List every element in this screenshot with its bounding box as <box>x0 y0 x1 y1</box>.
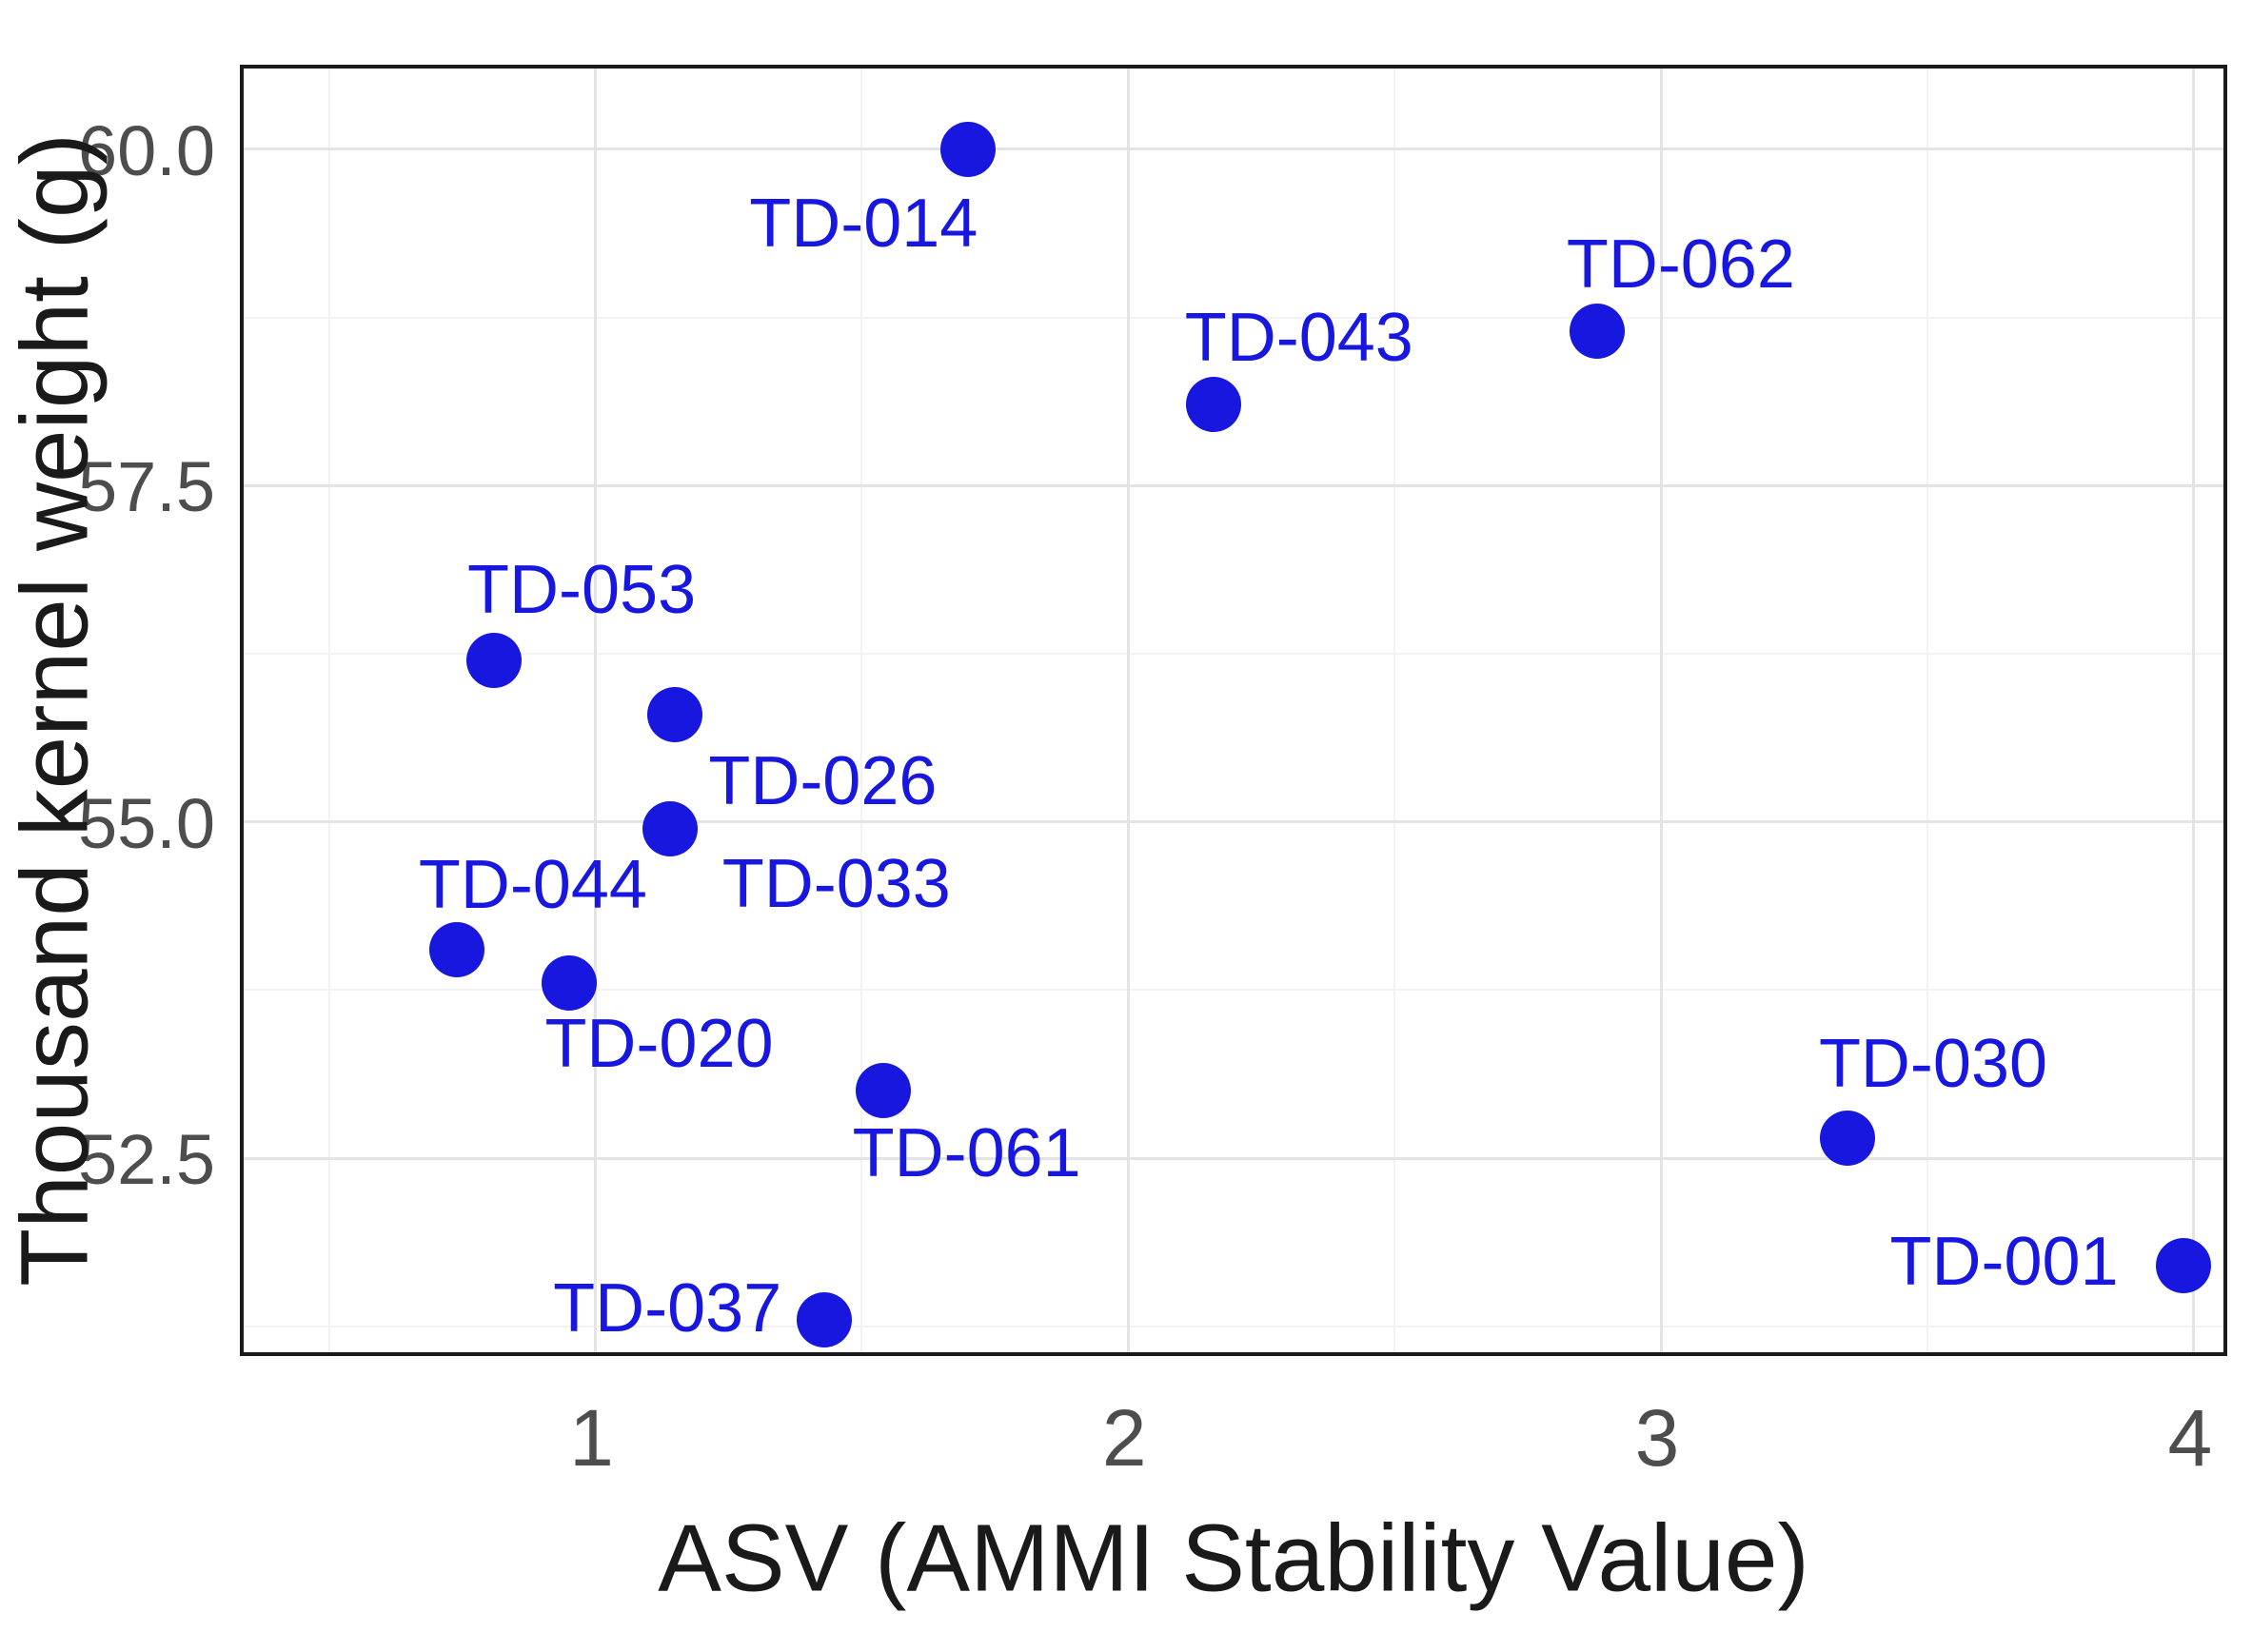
minor-gridline-horizontal <box>244 1325 2223 1328</box>
major-gridline-vertical <box>594 69 597 1352</box>
major-gridline-horizontal <box>244 483 2223 487</box>
x-tick-label: 4 <box>2167 1393 2213 1483</box>
x-tick-label: 3 <box>1634 1393 1680 1483</box>
major-gridline-vertical <box>1659 69 1663 1352</box>
data-point-TD-061 <box>855 1063 911 1119</box>
point-label-TD-014: TD-014 <box>749 185 978 262</box>
point-label-TD-062: TD-062 <box>1566 226 1795 303</box>
minor-gridline-vertical <box>1926 69 1928 1352</box>
data-point-TD-033 <box>642 800 698 856</box>
point-label-TD-001: TD-001 <box>1889 1224 2119 1301</box>
data-point-TD-030 <box>1820 1110 1875 1166</box>
x-tick-label: 2 <box>1101 1393 1147 1483</box>
y-tick-label: 60.0 <box>77 110 215 190</box>
data-point-TD-062 <box>1569 303 1625 359</box>
point-label-TD-033: TD-033 <box>721 845 951 922</box>
data-point-TD-020 <box>541 955 597 1012</box>
data-point-TD-053 <box>466 633 523 688</box>
data-point-TD-026 <box>647 686 703 742</box>
minor-gridline-vertical <box>327 69 330 1352</box>
minor-gridline-horizontal <box>244 652 2223 655</box>
minor-gridline-horizontal <box>244 989 2223 992</box>
point-label-TD-030: TD-030 <box>1818 1025 2048 1102</box>
point-label-TD-061: TD-061 <box>852 1115 1081 1192</box>
plot-panel: TD-014 TD-043 TD-062 TD-053 TD-026 TD-033 TD-0… <box>240 65 2227 1356</box>
data-point-TD-014 <box>940 121 997 177</box>
y-tick-label: 57.5 <box>77 447 215 527</box>
major-gridline-vertical <box>2192 69 2196 1352</box>
data-point-TD-037 <box>797 1291 853 1347</box>
y-axis-title: Thousand kernel weight (g) <box>1 133 109 1287</box>
point-label-TD-026: TD-026 <box>708 742 938 819</box>
major-gridline-horizontal <box>244 820 2223 824</box>
minor-gridline-horizontal <box>244 316 2223 319</box>
x-tick-label: 1 <box>569 1393 614 1483</box>
minor-gridline-vertical <box>860 69 863 1352</box>
data-point-TD-001 <box>2155 1238 2211 1294</box>
y-tick-label: 52.5 <box>77 1120 215 1199</box>
point-label-TD-044: TD-044 <box>418 846 647 923</box>
major-gridline-horizontal <box>244 1156 2223 1160</box>
major-gridline-vertical <box>1126 69 1130 1352</box>
y-tick-label: 55.0 <box>77 783 215 863</box>
point-label-TD-043: TD-043 <box>1184 300 1413 377</box>
point-label-TD-020: TD-020 <box>544 1006 774 1083</box>
point-label-TD-053: TD-053 <box>467 552 697 628</box>
minor-gridline-vertical <box>1393 69 1396 1352</box>
point-label-TD-037: TD-037 <box>553 1269 782 1347</box>
data-point-TD-044 <box>428 921 484 977</box>
major-gridline-horizontal <box>244 148 2223 151</box>
x-axis-title: ASV (AMMI Stability Value) <box>658 1504 1809 1612</box>
data-point-TD-043 <box>1185 377 1241 433</box>
